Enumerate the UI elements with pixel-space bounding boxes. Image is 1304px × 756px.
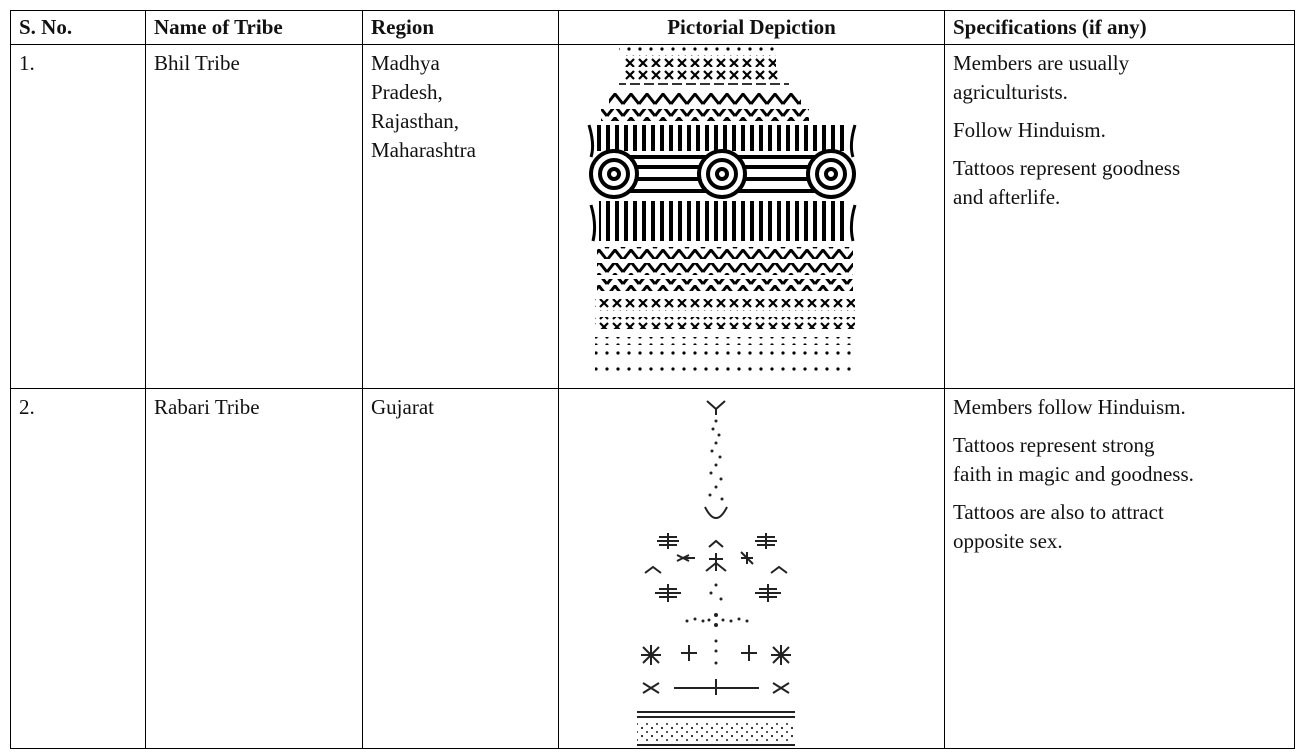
specification-line: faith in magic and goodness. bbox=[953, 462, 1194, 486]
specification-line: agriculturists. bbox=[953, 80, 1068, 104]
specification-line: Tattoos represent strong bbox=[953, 433, 1155, 457]
header-cell: Specifications (if any) bbox=[944, 10, 1295, 45]
bhil-tattoo bbox=[587, 45, 857, 375]
specification-line: Members follow Hinduism. bbox=[953, 395, 1186, 419]
header-cell: Region bbox=[362, 10, 559, 45]
specification-line: and afterlife. bbox=[953, 185, 1061, 209]
specification: Tattoos are also to attract opposite sex. bbox=[953, 498, 1286, 556]
region-line: Rajasthan, bbox=[371, 109, 460, 133]
specification: Members are usually agriculturists. bbox=[953, 49, 1286, 107]
specification: Follow Hinduism. bbox=[953, 116, 1286, 145]
specifications-cell: Members are usually agriculturists. Follow… bbox=[944, 44, 1295, 389]
specification-line: Members are usually bbox=[953, 51, 1130, 75]
header-row: S. No. Name of Tribe Region Pictorial De… bbox=[10, 10, 1295, 45]
region-cell: Gujarat bbox=[362, 388, 559, 749]
specification: Tattoos represent goodness and afterlife. bbox=[953, 154, 1286, 212]
picture-cell bbox=[558, 388, 945, 749]
header-cell: Name of Tribe bbox=[145, 10, 363, 45]
header-cell: Pictorial Depiction bbox=[558, 10, 945, 45]
header-cell: S. No. bbox=[10, 10, 146, 45]
specification-line: Follow Hinduism. bbox=[953, 118, 1106, 142]
tribe-table: S. No. Name of Tribe Region Pictorial De… bbox=[10, 10, 1295, 749]
specification-line: Tattoos represent goodness bbox=[953, 156, 1181, 180]
rabari-tattoo bbox=[637, 400, 795, 746]
region-cell: Madhya Pradesh, Rajasthan, Maharashtra bbox=[362, 44, 559, 389]
table-row: 1. Bhil Tribe Madhya Pradesh, Rajasthan, Ma… bbox=[10, 44, 1295, 389]
tribe-name: Bhil Tribe bbox=[145, 44, 363, 389]
specifications-cell: Members follow Hinduism. Tattoos represen… bbox=[944, 388, 1295, 749]
region-line: Madhya bbox=[371, 51, 440, 75]
serial-cell: 2. bbox=[10, 388, 146, 749]
picture-cell bbox=[558, 44, 945, 389]
tribe-name: Rabari Tribe bbox=[145, 388, 363, 749]
specification: Members follow Hinduism. bbox=[953, 393, 1286, 422]
region-line: Pradesh, bbox=[371, 80, 443, 104]
serial-cell: 1. bbox=[10, 44, 146, 389]
specification: Tattoos represent strong faith in magic a… bbox=[953, 431, 1286, 489]
specification-line: opposite sex. bbox=[953, 529, 1063, 553]
region-line: Maharashtra bbox=[371, 138, 476, 162]
table-row: 2. Rabari Tribe Gujarat bbox=[10, 388, 1295, 749]
specification-line: Tattoos are also to attract bbox=[953, 500, 1164, 524]
region-line: Gujarat bbox=[371, 395, 434, 419]
